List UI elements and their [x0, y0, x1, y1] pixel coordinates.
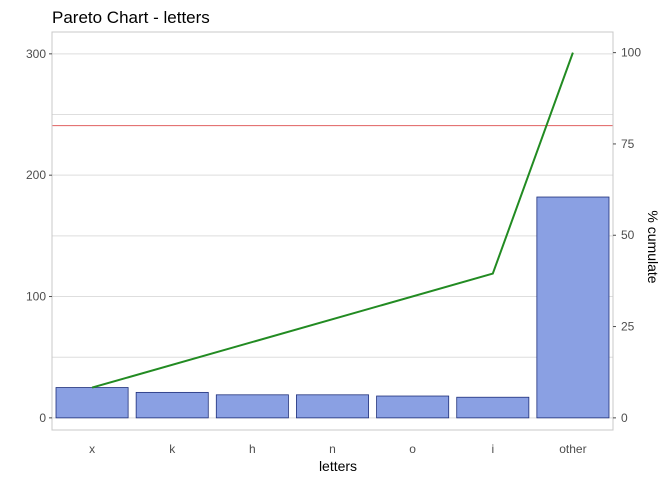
x-axis-title: letters	[319, 458, 357, 474]
bar-n	[296, 394, 369, 419]
x-axis-labels: x k h n o i other	[89, 442, 587, 456]
y-tick-label: 300	[26, 47, 46, 61]
y-axis-left-labels: 0 100 200 300	[26, 47, 52, 425]
chart-title: Pareto Chart - letters	[52, 8, 210, 27]
x-tick-label: i	[491, 442, 494, 456]
plot-panel-border	[51, 31, 614, 431]
bar-other	[536, 196, 610, 419]
cumulative-line	[91, 52, 574, 389]
x-tick-label: other	[559, 442, 586, 456]
y-tick-label: 100	[26, 290, 46, 304]
y2-tick-label: 75	[621, 137, 635, 151]
x-tick-label: h	[249, 442, 256, 456]
bar-x	[55, 387, 129, 419]
y-tick-label: 0	[39, 411, 46, 425]
bar-i	[456, 396, 530, 419]
x-tick-label: k	[169, 442, 176, 456]
y2-tick-label: 100	[621, 46, 641, 60]
y-axis-right-labels: 0 25 50 75 100	[613, 46, 641, 425]
y-tick-label: 200	[26, 168, 46, 182]
y2-axis-title: % cumulate	[645, 210, 661, 283]
bar-k	[135, 391, 209, 419]
grid-layer	[52, 53, 613, 419]
y2-tick-label: 0	[621, 411, 628, 425]
x-tick-label: o	[409, 442, 416, 456]
bar-h	[215, 394, 289, 419]
bars-layer	[55, 196, 610, 419]
y2-tick-label: 50	[621, 228, 635, 242]
lines-layer	[52, 52, 613, 389]
y2-tick-label: 25	[621, 320, 635, 334]
bar-o	[376, 395, 450, 419]
x-tick-label: n	[329, 442, 336, 456]
x-tick-label: x	[89, 442, 95, 456]
